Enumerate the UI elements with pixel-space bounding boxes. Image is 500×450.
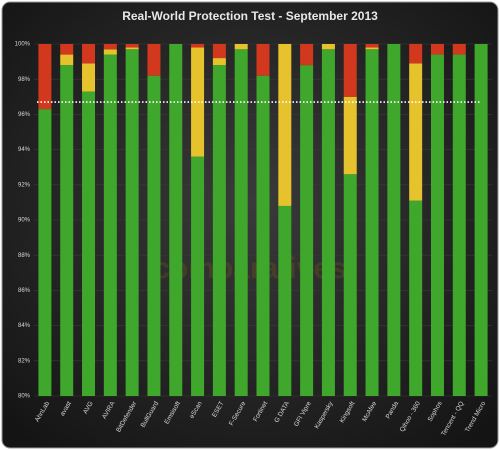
bar-segment bbox=[365, 47, 379, 50]
y-tick-label: 94% bbox=[18, 147, 31, 153]
bar-segment bbox=[430, 54, 444, 397]
bar-segment bbox=[60, 44, 74, 55]
y-tick-label: 96% bbox=[18, 112, 31, 118]
bar-segment bbox=[256, 44, 270, 76]
bar-segment bbox=[256, 75, 270, 397]
y-tick-label: 92% bbox=[18, 182, 31, 188]
bar-segment bbox=[474, 44, 488, 396]
bar-segment bbox=[343, 96, 357, 175]
bar-segment bbox=[191, 44, 205, 48]
bar-segment bbox=[103, 49, 117, 55]
bar-segment bbox=[103, 44, 117, 50]
bar-segment bbox=[365, 49, 379, 396]
y-tick-label: 82% bbox=[18, 358, 31, 364]
bar-segment bbox=[212, 58, 226, 66]
bar-segment bbox=[191, 47, 205, 157]
bar-segment bbox=[452, 54, 466, 397]
bar-segment bbox=[125, 44, 139, 48]
bar-segment bbox=[147, 44, 161, 76]
bar-segment bbox=[409, 63, 423, 201]
bar-segment bbox=[234, 49, 248, 396]
bar-segment bbox=[103, 54, 117, 397]
bar-segment bbox=[38, 44, 52, 110]
bar-segment bbox=[278, 205, 292, 396]
bar-segment bbox=[300, 44, 314, 66]
y-tick-label: 98% bbox=[18, 77, 31, 83]
bar-segment bbox=[387, 44, 401, 396]
bar-segment bbox=[452, 44, 466, 55]
bar-segment bbox=[82, 63, 96, 92]
bar-segment bbox=[321, 44, 335, 50]
y-tick-label: 86% bbox=[18, 288, 31, 294]
bar-segment bbox=[300, 65, 314, 397]
bar-segment bbox=[125, 47, 139, 50]
bar-segment bbox=[409, 44, 423, 64]
y-tick-label: 88% bbox=[18, 253, 31, 259]
bar-segment bbox=[212, 65, 226, 397]
bar-segment bbox=[60, 65, 74, 397]
y-tick-label: 100% bbox=[15, 42, 31, 48]
bar-segment bbox=[169, 44, 183, 396]
chart-title: Real-World Protection Test - September 2… bbox=[122, 9, 378, 23]
bar-segment bbox=[234, 44, 248, 50]
bar-segment bbox=[60, 54, 74, 66]
bar-segment bbox=[365, 44, 379, 48]
watermark: comparatives bbox=[153, 252, 346, 285]
bar-segment bbox=[38, 109, 52, 397]
bar-segment bbox=[321, 49, 335, 396]
y-tick-label: 90% bbox=[18, 218, 31, 224]
bar-segment bbox=[430, 44, 444, 55]
bar-segment bbox=[82, 44, 96, 64]
bar-segment bbox=[125, 49, 139, 396]
y-tick-label: 84% bbox=[18, 323, 31, 329]
bar-segment bbox=[191, 156, 205, 396]
bar-segment bbox=[343, 44, 357, 97]
bar-segment bbox=[278, 44, 292, 206]
y-tick-label: 80% bbox=[18, 394, 31, 400]
bar-segment bbox=[409, 200, 423, 396]
bar-segment bbox=[343, 174, 357, 396]
bar-segment bbox=[212, 44, 226, 59]
bar-segment bbox=[147, 75, 161, 397]
bar-segment bbox=[82, 91, 96, 397]
